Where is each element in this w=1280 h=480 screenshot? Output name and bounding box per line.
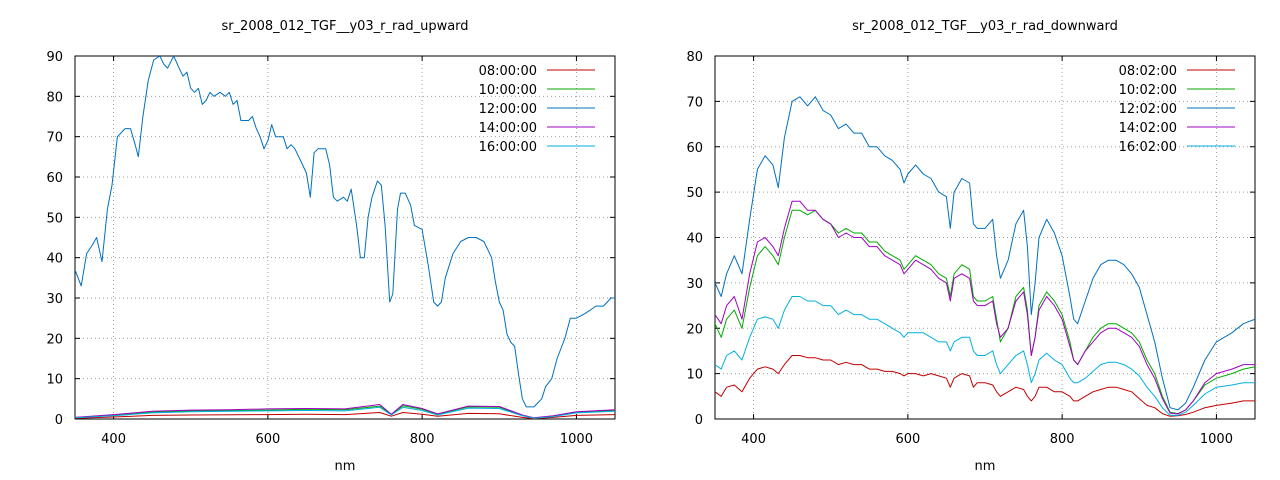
chart1-xtick-label: 400	[101, 432, 126, 447]
chart1-xtick-label: 800	[410, 432, 435, 447]
chart2-xtick-label: 600	[895, 432, 920, 447]
chart1-ytick-label: 10	[46, 373, 63, 388]
chart1-legend-label-2: 10:00:00	[479, 83, 537, 98]
chart1-legend-label-1: 08:00:00	[479, 64, 537, 79]
chart1-plot-frame	[74, 55, 616, 420]
chart1-ytick-label: 20	[46, 332, 63, 347]
chart1-legend: 08:00:00 10:00:00 12:00:00 14:00:00 16:00:00	[479, 64, 595, 155]
chart1-series-line-2	[75, 405, 615, 419]
chart2-ytick-label: 30	[686, 277, 703, 292]
chart1-legend-label-3: 12:00:00	[479, 102, 537, 117]
chart1-ytick-label: 50	[46, 211, 63, 226]
chart2-xtick-label: 800	[1050, 432, 1075, 447]
chart2-legend-label-5: 16:02:00	[1119, 140, 1177, 155]
chart1-x-axis-label: nm	[335, 459, 356, 474]
chart2-legend-label-2: 10:02:00	[1119, 83, 1177, 98]
chart2-series-line-3	[715, 96, 1255, 411]
chart2-legend-label-3: 12:02:00	[1119, 102, 1177, 117]
chart1-ytick-label: 60	[46, 171, 63, 186]
chart2-ytick-label: 50	[686, 186, 703, 201]
chart2-series-line-1	[715, 355, 1255, 417]
chart1-series-line-5	[75, 406, 615, 419]
chart2-xtick-label: 1000	[1200, 432, 1233, 447]
chart2-ytick-label: 10	[686, 368, 703, 383]
chart1-legend-label-4: 14:00:00	[479, 121, 537, 136]
chart2-legend: 08:02:00 10:02:00 12:02:00 14:02:00 16:02:00	[1119, 64, 1235, 155]
chart2-series-line-2	[715, 209, 1255, 415]
chart2-ytick-label: 0	[695, 413, 703, 428]
chart2-legend-label-4: 14:02:00	[1119, 121, 1177, 136]
chart1-series-group	[75, 56, 615, 419]
chart1-xtick-label: 600	[255, 432, 280, 447]
chart1-xtick-label: 1000	[560, 432, 593, 447]
chart2-series-group	[715, 96, 1255, 417]
chart2-ytick-label: 20	[686, 322, 703, 337]
chart1-ytick-label: 70	[46, 131, 63, 146]
chart1-title: sr_2008_012_TGF__y03_r_rad_upward	[221, 19, 468, 34]
chart1-ytick-label: 40	[46, 252, 63, 267]
chart2-legend-label-1: 08:02:00	[1119, 64, 1177, 79]
chart1-series-line-3	[75, 56, 615, 408]
chart2-xtick-label: 400	[741, 432, 766, 447]
chart2-ytick-label: 80	[686, 50, 703, 65]
chart1-ytick-label: 30	[46, 292, 63, 307]
chart1-ytick-label: 80	[46, 90, 63, 105]
chart1-ytick-label: 0	[55, 413, 63, 428]
chart2-ytick-label: 40	[686, 232, 703, 247]
chart2-series-line-5	[715, 296, 1255, 416]
chart2-x-axis-label: nm	[975, 459, 996, 474]
chart2-ytick-label: 60	[686, 141, 703, 156]
chart2-series-line-4	[715, 200, 1255, 415]
chart1-legend-label-5: 16:00:00	[479, 140, 537, 155]
chart2-ytick-label: 70	[686, 95, 703, 110]
chart2-title: sr_2008_012_TGF__y03_r_rad_downward	[852, 19, 1118, 34]
chart1-ytick-label: 90	[46, 50, 63, 65]
